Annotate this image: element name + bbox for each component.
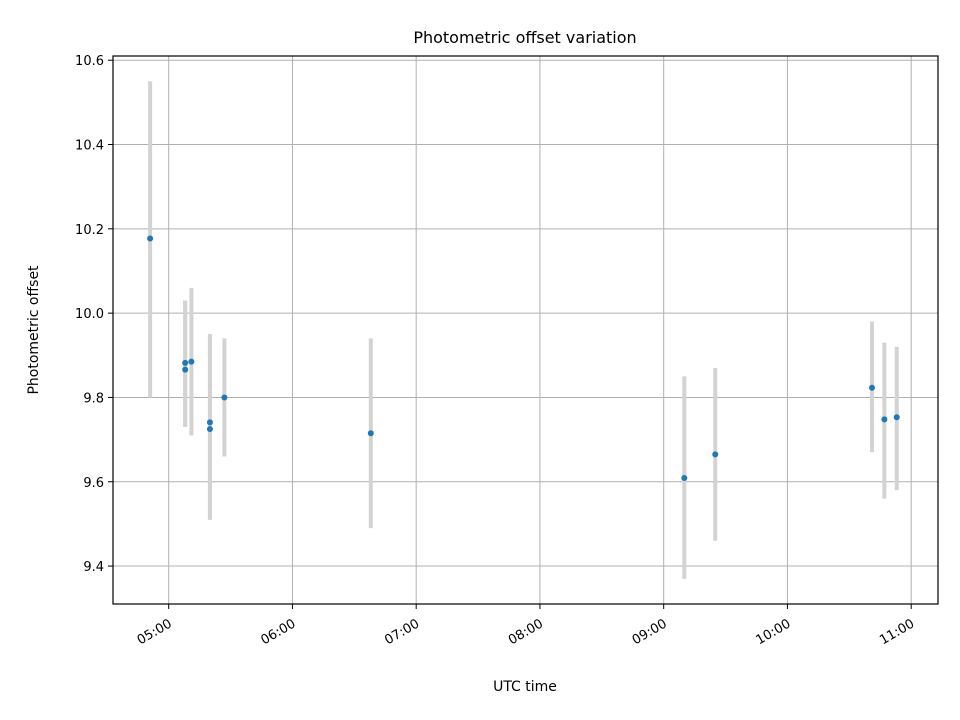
data-point: [147, 235, 154, 242]
grid: [113, 56, 938, 604]
data-point: [881, 416, 888, 423]
y-tick-label: 10.6: [75, 54, 104, 69]
y-tick-label: 9.8: [83, 391, 104, 406]
data-point: [221, 394, 228, 401]
data-point: [367, 430, 374, 437]
data-point: [188, 358, 195, 365]
y-tick-label: 10.0: [75, 307, 104, 322]
data-point: [206, 426, 213, 433]
data-point: [182, 366, 189, 373]
x-axis-label: UTC time: [493, 679, 557, 695]
data-point: [182, 359, 189, 366]
data-point: [681, 474, 688, 481]
chart-title: Photometric offset variation: [413, 28, 636, 47]
y-axis-label: Photometric offset: [26, 265, 42, 395]
data-point: [712, 451, 719, 458]
data-point: [206, 419, 213, 426]
data-point: [869, 384, 875, 391]
data-point: [893, 414, 900, 421]
y-tick-label: 10.2: [75, 223, 104, 238]
data-points: [147, 235, 900, 481]
y-axis-ticks: 9.4 9.6 9.8 10.0 10.2 10.4 10.6: [75, 54, 113, 575]
plot-frame: [112, 55, 939, 605]
y-tick-label: 9.4: [83, 560, 104, 575]
y-tick-label: 9.6: [83, 476, 104, 491]
y-tick-label: 10.4: [75, 139, 104, 154]
